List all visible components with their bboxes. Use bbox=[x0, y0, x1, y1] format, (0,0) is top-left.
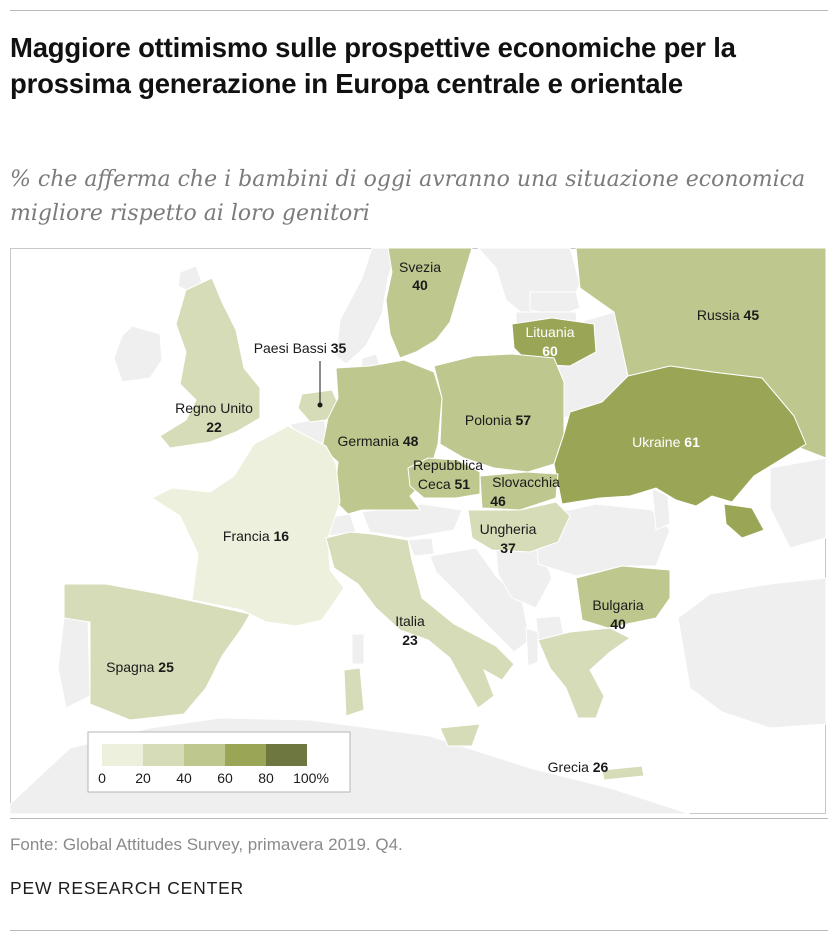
country-crimea bbox=[723, 503, 765, 539]
country-bulgaria bbox=[575, 565, 671, 629]
label-grecia: Grecia 26 bbox=[548, 759, 609, 775]
country-sardegna bbox=[343, 667, 365, 717]
legend-tick-label: 20 bbox=[135, 770, 151, 786]
europe-map: Svezia 40 Russia 45 Lituania 60 Paesi Ba… bbox=[10, 248, 826, 814]
legend-tick-label: 100% bbox=[293, 770, 329, 786]
country-sicilia bbox=[439, 723, 481, 747]
land-albania bbox=[525, 627, 539, 667]
label-germania-name: Germania bbox=[338, 433, 400, 449]
brand-logo-text: PEW RESEARCH CENTER bbox=[10, 878, 244, 898]
label-spagna-name: Spagna bbox=[106, 659, 154, 675]
chart-title: Maggiore ottimismo sulle prospettive eco… bbox=[10, 32, 736, 99]
label-francia-name: Francia bbox=[223, 528, 270, 544]
label-slovacchia-name: Slovacchia bbox=[492, 474, 560, 490]
top-rule bbox=[10, 10, 828, 11]
legend: 0 20 40 60 80 100% bbox=[87, 731, 351, 793]
land-norway bbox=[335, 248, 399, 365]
bottom-rule bbox=[10, 930, 828, 931]
label-polonia-value: 57 bbox=[516, 412, 532, 428]
countries-data bbox=[63, 248, 826, 781]
label-paesi-bassi-value: 35 bbox=[331, 340, 347, 356]
legend-ticks: 0 20 40 60 80 100% bbox=[98, 770, 329, 786]
country-lituania bbox=[511, 317, 597, 367]
label-ukraine: Ukraine 61 bbox=[632, 434, 700, 450]
label-lituania-value: 60 bbox=[542, 343, 558, 359]
country-italia bbox=[325, 531, 515, 709]
label-russia-value: 45 bbox=[744, 307, 760, 323]
country-ungheria bbox=[467, 501, 571, 553]
label-lituania-name: Lituania bbox=[525, 324, 574, 340]
legend-swatch bbox=[184, 744, 225, 766]
country-grecia bbox=[537, 627, 631, 719]
land-corsica bbox=[351, 633, 365, 665]
label-svezia-name: Svezia bbox=[399, 259, 441, 275]
legend-tick-label: 40 bbox=[176, 770, 192, 786]
label-polonia: Polonia 57 bbox=[465, 412, 531, 428]
label-repubblica-ceca-value: 51 bbox=[455, 476, 471, 492]
country-repubblica-ceca bbox=[407, 457, 481, 499]
source-note: Fonte: Global Attitudes Survey, primaver… bbox=[10, 835, 403, 854]
source-rule bbox=[10, 818, 828, 819]
map-labels: Svezia 40 Russia 45 Lituania 60 Paesi Ba… bbox=[106, 259, 759, 775]
legend-tick-label: 0 bbox=[98, 770, 106, 786]
label-slovacchia-value: 46 bbox=[490, 493, 506, 509]
paesi-bassi-leader bbox=[317, 361, 323, 408]
label-polonia-name: Polonia bbox=[465, 412, 512, 428]
label-germania-value: 48 bbox=[403, 433, 419, 449]
label-italia-name: Italia bbox=[395, 613, 425, 629]
label-italia-value: 23 bbox=[402, 632, 418, 648]
country-slovacchia bbox=[479, 471, 559, 511]
label-paesi-bassi-name: Paesi Bassi bbox=[254, 340, 327, 356]
label-germania: Germania 48 bbox=[338, 433, 419, 449]
country-francia bbox=[150, 425, 345, 627]
label-repubblica-ceca-name: Repubblica bbox=[413, 457, 483, 473]
country-spagna bbox=[63, 583, 251, 721]
country-creta bbox=[601, 765, 645, 781]
land-romania bbox=[535, 503, 671, 577]
chart-subtitle: % che afferma che i bambini di oggi avra… bbox=[10, 167, 806, 226]
land-ireland bbox=[113, 325, 163, 383]
label-ungheria-name: Ungheria bbox=[480, 521, 537, 537]
label-grecia-value: 26 bbox=[593, 759, 609, 775]
land-balkans-west bbox=[429, 547, 531, 653]
label-regno-unito-value: 22 bbox=[206, 419, 222, 435]
label-bulgaria-name: Bulgaria bbox=[592, 597, 644, 613]
legend-swatches bbox=[102, 744, 307, 766]
land-slovenia bbox=[407, 537, 435, 557]
legend-swatch bbox=[143, 744, 184, 766]
label-grecia-name: Grecia bbox=[548, 759, 589, 775]
land-caucasus bbox=[769, 457, 826, 549]
country-svezia bbox=[385, 248, 473, 359]
label-francia: Francia 16 bbox=[223, 528, 289, 544]
label-regno-unito-name: Regno Unito bbox=[175, 400, 253, 416]
label-francia-value: 16 bbox=[274, 528, 290, 544]
land-portugal bbox=[57, 617, 91, 709]
label-ukraine-name: Ukraine bbox=[632, 434, 680, 450]
label-russia: Russia 45 bbox=[697, 307, 759, 323]
legend-tick-label: 60 bbox=[217, 770, 233, 786]
land-moldova bbox=[651, 487, 671, 531]
land-austria bbox=[361, 503, 463, 539]
label-bulgaria-value: 40 bbox=[610, 616, 626, 632]
legend-swatch bbox=[266, 744, 307, 766]
label-spagna: Spagna 25 bbox=[106, 659, 174, 675]
label-ukraine-value: 61 bbox=[684, 434, 700, 450]
label-russia-name: Russia bbox=[697, 307, 740, 323]
country-regno-unito bbox=[159, 277, 261, 449]
legend-swatch bbox=[102, 744, 143, 766]
legend-swatch bbox=[225, 744, 266, 766]
legend-tick-label: 80 bbox=[258, 770, 274, 786]
label-svezia-value: 40 bbox=[412, 277, 428, 293]
label-spagna-value: 25 bbox=[158, 659, 174, 675]
label-repubblica-ceca: Repubblica Ceca 51 bbox=[413, 457, 483, 492]
country-ukraine bbox=[553, 365, 807, 507]
land-turkey bbox=[677, 577, 826, 729]
label-paesi-bassi: Paesi Bassi 35 bbox=[254, 340, 347, 356]
label-ungheria-value: 37 bbox=[500, 540, 516, 556]
